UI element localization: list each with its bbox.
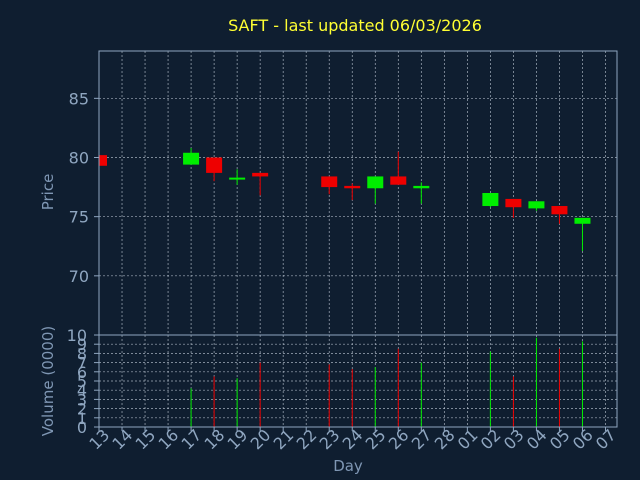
volume-tick-label: 1 <box>77 409 87 428</box>
candle-body <box>574 217 591 224</box>
volume-tick-label: 2 <box>77 400 87 419</box>
price-tick-label: 75 <box>69 208 89 227</box>
volume-tick-label: 0 <box>77 418 87 437</box>
volume-tick-label: 6 <box>77 363 87 382</box>
candle-body <box>99 155 107 166</box>
price-tick-label: 80 <box>69 149 89 168</box>
candle-body <box>390 176 407 185</box>
chart-title: SAFT - last updated 06/03/2026 <box>228 16 482 35</box>
candle-body <box>252 172 269 177</box>
candle-body <box>229 177 246 180</box>
x-axis-label: Day <box>333 457 363 475</box>
candle-body <box>367 176 384 189</box>
volume-tick-label: 7 <box>77 354 87 373</box>
volume-tick-label: 5 <box>77 372 87 391</box>
candle-body <box>505 198 522 208</box>
volume-tick-label: 10 <box>67 326 87 345</box>
candle-body <box>321 176 338 188</box>
candle-body <box>413 185 430 189</box>
volume-axis-label: Volume (0000) <box>39 326 57 436</box>
volume-plot-area <box>99 335 617 427</box>
volume-tick-label: 3 <box>77 390 87 409</box>
volume-panel: 0123456789101314151617181920212223242526… <box>67 326 620 453</box>
price-plot-area <box>99 51 617 335</box>
candle-body <box>528 201 545 209</box>
price-tick-label: 70 <box>69 267 89 286</box>
price-axis-label: Price <box>39 174 57 211</box>
candle-body <box>206 157 223 173</box>
candle-body <box>183 152 200 165</box>
volume-plot-frame <box>98 334 618 428</box>
candle-body <box>551 206 568 215</box>
price-tick-label: 85 <box>69 89 89 108</box>
candle-body <box>482 193 499 207</box>
price-panel: 70 75 80 85 <box>69 50 618 336</box>
volume-tick-label: 4 <box>77 381 87 400</box>
volume-tick-label: 8 <box>77 344 87 363</box>
candle-body <box>344 185 361 189</box>
volume-tick-label: 9 <box>77 335 87 354</box>
